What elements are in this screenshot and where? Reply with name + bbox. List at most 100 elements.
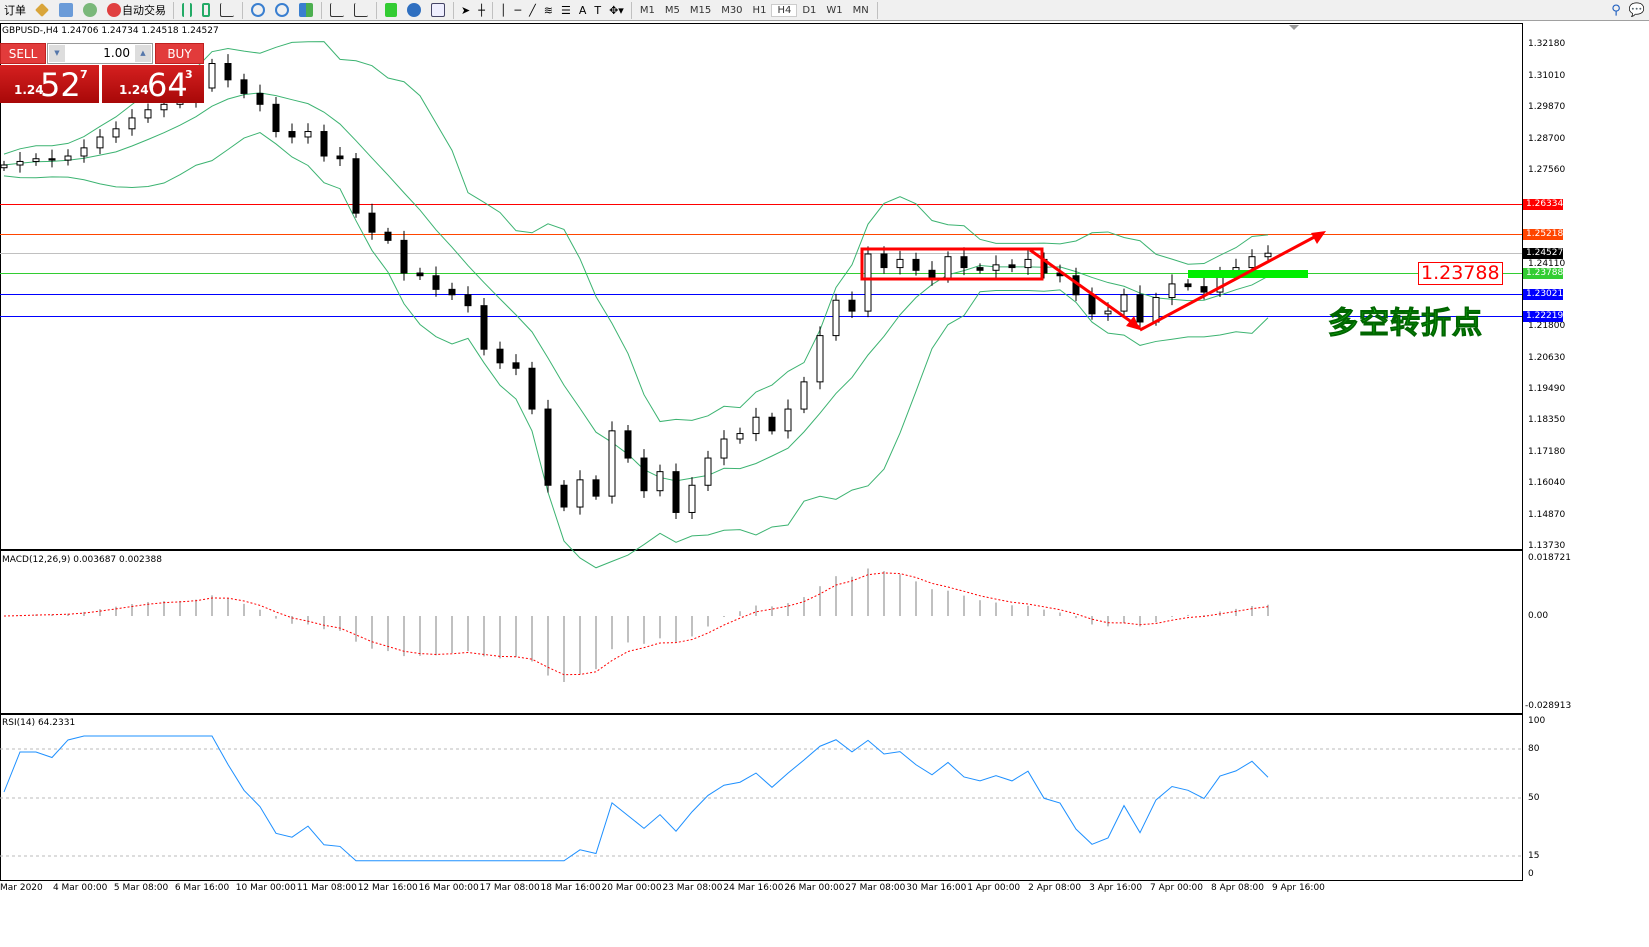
date-tick: 20 Mar 00:00	[601, 883, 662, 893]
date-tick: Mar 2020	[0, 883, 43, 893]
candle	[1088, 294, 1096, 315]
horizontal-levels	[0, 204, 1522, 317]
date-tick: 27 Mar 08:00	[845, 883, 906, 893]
indicators-icon[interactable]	[385, 3, 397, 17]
horizontal-line-icon[interactable]: ─	[514, 3, 522, 17]
macd-signal-line	[3, 572, 1269, 676]
candle	[384, 231, 392, 241]
candle	[816, 335, 824, 383]
fibo-icon[interactable]: ☰	[560, 3, 571, 17]
bar-chart-icon[interactable]	[182, 3, 192, 17]
candle	[992, 264, 1000, 271]
rsi-line	[3, 735, 1269, 862]
candle	[1264, 252, 1272, 258]
candle	[1168, 283, 1176, 299]
candle	[944, 256, 952, 279]
candle	[864, 253, 872, 312]
timeframe-h4[interactable]: H4	[771, 3, 798, 17]
timeframe-m1[interactable]: M1	[639, 4, 655, 16]
consolidation-rectangle[interactable]	[860, 247, 1044, 281]
candle	[464, 294, 472, 307]
buy-price-fraction: 3	[185, 68, 193, 81]
candle	[832, 299, 840, 337]
decrease-lot-button[interactable]: ▼	[49, 45, 65, 62]
zoom-in-icon[interactable]	[251, 3, 265, 17]
level-price-tag: 1.23788	[1523, 267, 1563, 279]
sell-price-pips: 52	[40, 66, 81, 104]
lot-size-input[interactable]: 1.00	[103, 46, 130, 60]
price-tick: 1.14870	[1528, 510, 1566, 520]
candle	[608, 430, 616, 497]
rsi-label: RSI(14) 64.2331	[2, 718, 76, 728]
line-chart-icon[interactable]	[220, 3, 234, 17]
candle	[640, 457, 648, 492]
label-icon[interactable]: T	[594, 3, 602, 17]
candle	[784, 408, 792, 432]
crosshair-icon[interactable]: ┼	[478, 3, 485, 17]
price-tick: 1.27560	[1528, 164, 1566, 175]
up-trendline[interactable]	[1139, 232, 1321, 332]
candle-chart-icon[interactable]	[202, 3, 210, 17]
price-tick: 1.31010	[1528, 70, 1566, 81]
search-icon[interactable]: ⚲	[1611, 2, 1621, 18]
tile-icon[interactable]	[299, 3, 313, 17]
level-price-tag: 1.25218	[1523, 228, 1563, 240]
timeframe-w1[interactable]: W1	[826, 4, 843, 16]
timeframe-d1[interactable]: D1	[802, 4, 817, 16]
timeframe-mn[interactable]: MN	[852, 4, 869, 16]
new-order-button[interactable]: 订单	[4, 4, 26, 17]
sell-price[interactable]: 1.24 52 7	[0, 65, 99, 104]
signal-icon[interactable]	[83, 3, 97, 17]
vertical-line-icon[interactable]: │	[499, 3, 507, 17]
chart-shift-marker[interactable]	[1289, 25, 1299, 30]
candle	[1248, 256, 1256, 269]
chart-border	[0, 23, 1523, 881]
trendline-icon[interactable]: ╱	[529, 3, 536, 17]
lot-size-stepper[interactable]: ▼ 1.00 ▲	[47, 43, 153, 64]
buy-button[interactable]: BUY	[155, 43, 204, 64]
chart-canvas[interactable]	[0, 0, 1649, 900]
auto-trade-icon[interactable]	[107, 3, 121, 17]
arrows-icon[interactable]: ✥▾	[609, 3, 624, 17]
price-annotation-label[interactable]: 1.23788	[1418, 262, 1503, 285]
buy-price[interactable]: 1.24 64 3	[102, 65, 204, 104]
text-icon[interactable]: A	[578, 3, 587, 17]
terminal-icon[interactable]	[59, 3, 73, 17]
bb-lower	[3, 131, 1269, 569]
cursor-icon[interactable]: ➤	[461, 3, 471, 17]
timeframe-m15[interactable]: M15	[689, 4, 712, 16]
arrow-head	[1126, 316, 1140, 330]
timeframe-m30[interactable]: M30	[721, 4, 743, 16]
candle	[560, 484, 568, 508]
candle	[1200, 286, 1208, 293]
candle	[208, 63, 216, 89]
turning-point-text[interactable]: 多空转折点	[1328, 306, 1483, 342]
chat-icon[interactable]: 💬	[1628, 2, 1645, 18]
separator	[173, 1, 174, 19]
increase-lot-button[interactable]: ▲	[135, 45, 151, 62]
chart-shift-icon[interactable]	[354, 3, 368, 17]
separator	[630, 1, 632, 19]
zoom-out-icon[interactable]	[275, 3, 289, 17]
date-tick: 3 Apr 16:00	[1089, 883, 1143, 893]
candle	[576, 479, 584, 508]
fibo-fan-icon[interactable]: ≋	[543, 3, 553, 17]
date-tick: 16 Mar 00:00	[418, 883, 479, 893]
templates-icon[interactable]	[431, 3, 445, 17]
auto-trading-button[interactable]: 自动交易	[122, 4, 166, 17]
chart-header: GBPUSD-,H4 1.24706 1.24734 1.24518 1.245…	[2, 26, 219, 36]
down-trendline[interactable]	[1029, 248, 1141, 330]
candle	[480, 305, 488, 350]
date-tick: 24 Mar 16:00	[723, 883, 784, 893]
level-price-tag: 1.24527	[1523, 247, 1563, 259]
date-tick: 23 Mar 08:00	[662, 883, 723, 893]
timeframe-m5[interactable]: M5	[664, 4, 680, 16]
periods-icon[interactable]	[407, 3, 421, 17]
timeframe-h1[interactable]: H1	[752, 4, 767, 16]
separator	[453, 1, 454, 19]
date-tick: 4 Mar 00:00	[52, 883, 108, 893]
separator	[242, 1, 243, 19]
autoscroll-icon[interactable]	[330, 3, 344, 17]
candle	[656, 471, 664, 492]
sell-button[interactable]: SELL	[0, 43, 46, 64]
